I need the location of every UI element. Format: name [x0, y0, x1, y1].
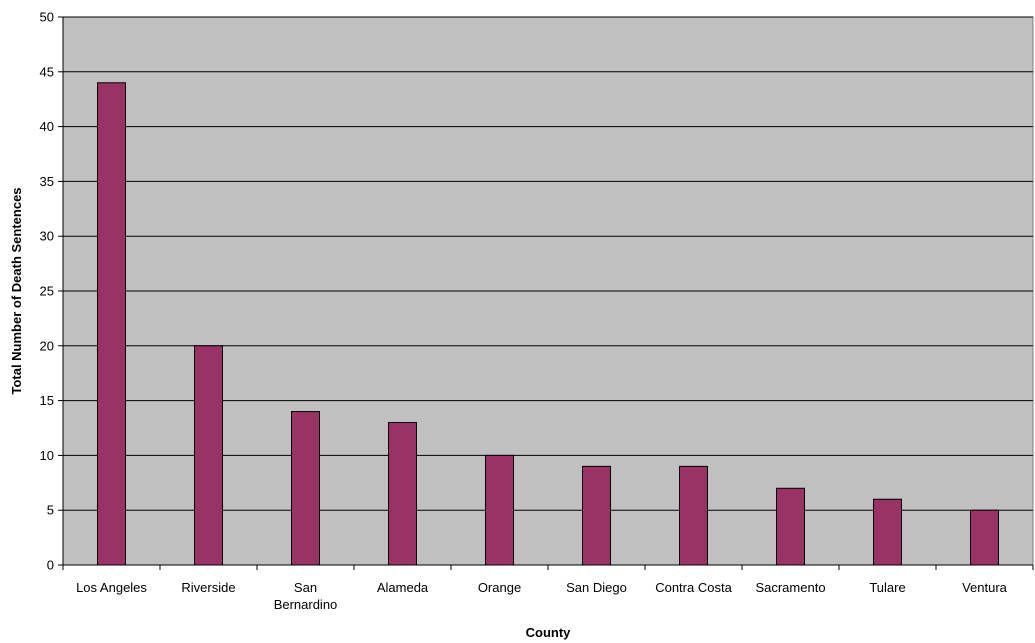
y-tick-label: 0 [47, 558, 54, 573]
y-tick-label: 15 [40, 393, 54, 408]
y-tick-label: 50 [40, 10, 54, 25]
y-tick-label: 35 [40, 174, 54, 189]
y-tick-label: 40 [40, 119, 54, 134]
bar [485, 454, 514, 566]
y-tick-label: 25 [40, 284, 54, 299]
y-tick-label: 30 [40, 229, 54, 244]
bar [291, 411, 320, 566]
x-tick-label: Los Angeles [76, 580, 147, 595]
bar [97, 82, 126, 566]
y-axis-title: Total Number of Death Sentences [9, 187, 24, 394]
x-axis-title: County [526, 625, 572, 640]
x-tick-label: San Bernardino [274, 580, 338, 612]
x-tick-label: Ventura [962, 580, 1008, 595]
bar [582, 465, 611, 566]
x-tick-label: Sacramento [755, 580, 825, 595]
bar [970, 509, 999, 566]
x-tick-labels: Los Angeles Riverside San Bernardino Alameda… [76, 580, 1008, 612]
x-tick-label: Riverside [181, 580, 235, 595]
bar [194, 345, 223, 566]
bar [873, 498, 902, 566]
bar [776, 487, 805, 566]
gridlines [63, 16, 1033, 511]
y-tick-label: 45 [40, 64, 54, 79]
bar [679, 465, 708, 566]
x-tick-label: Tulare [869, 580, 905, 595]
x-tick-label: Alameda [377, 580, 429, 595]
axes [58, 16, 1034, 570]
y-tick-label: 10 [40, 448, 54, 463]
x-tick-label: San Diego [566, 580, 627, 595]
x-tick-label: Orange [478, 580, 521, 595]
y-tick-labels: 0 5 10 15 20 25 30 35 40 45 50 [40, 10, 54, 573]
x-tick-label: Contra Costa [655, 580, 732, 595]
y-tick-label: 20 [40, 338, 54, 353]
y-tick-label: 5 [47, 503, 54, 518]
bar [388, 422, 417, 566]
